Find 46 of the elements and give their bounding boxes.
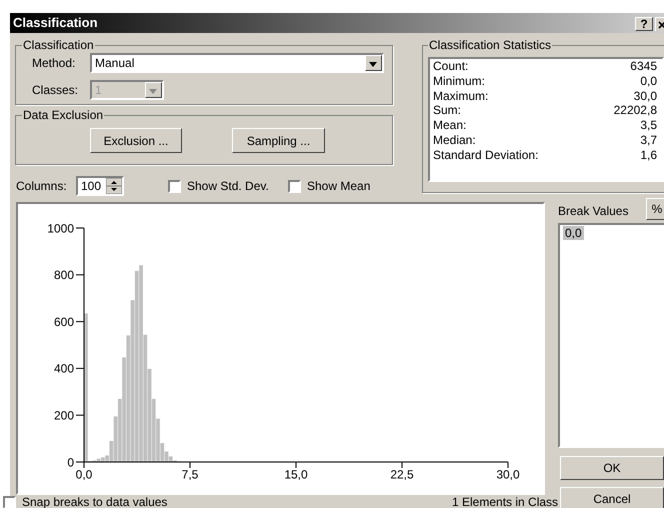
text: 3,7 — [640, 133, 657, 147]
text: Method: — [32, 56, 76, 70]
text: Sum: — [433, 103, 462, 118]
text: Sampling ... — [232, 128, 325, 153]
text: Classification Statistics — [428, 38, 552, 52]
text: Data Exclusion — [22, 108, 104, 122]
text: Median: — [433, 133, 476, 147]
text: ? — [635, 17, 653, 31]
x-tick-label: 0,0 — [76, 468, 93, 482]
text: 6345 — [630, 59, 657, 73]
x-tick-label: 22,5 — [390, 468, 414, 482]
text: 0,0 — [563, 226, 584, 240]
y-tick-label: 1000 — [47, 221, 74, 236]
text: Columns: — [16, 179, 67, 193]
x-tick-label: 7,5 — [182, 468, 199, 482]
y-tick-label: 600 — [54, 314, 74, 329]
text: Classes: — [32, 83, 78, 97]
text: Break Values — [558, 204, 628, 218]
text: Cancel — [560, 487, 664, 508]
y-tick-label: 800 — [54, 268, 74, 282]
text: 30,0 — [634, 88, 657, 103]
y-tick-label: 200 — [54, 408, 74, 422]
chart-title: Classification — [13, 15, 98, 31]
x-tick-label: 15,0 — [284, 468, 308, 482]
text: 1 — [90, 80, 164, 100]
text: 1,6 — [640, 148, 657, 162]
y-tick-label: 400 — [54, 362, 74, 376]
x-tick-label: 30,0 — [496, 468, 520, 482]
text: 1 Elements in Class — [452, 495, 558, 508]
text: 100 — [76, 176, 124, 196]
text: % — [646, 198, 664, 220]
text: Mean: — [433, 118, 466, 132]
text: 0,0 — [640, 74, 657, 88]
text: Exclusion ... — [90, 128, 182, 153]
text: 22202,8 — [614, 103, 657, 118]
text: Standard Deviation: — [433, 148, 538, 162]
text: Count: — [433, 59, 468, 73]
text: Show Mean — [307, 179, 370, 193]
text: Classification — [22, 38, 95, 52]
text: Manual — [90, 53, 384, 73]
text: OK — [560, 456, 664, 480]
text: 3,5 — [640, 118, 657, 132]
text: Maximum: — [433, 88, 488, 103]
y-tick-label: 0 — [67, 455, 74, 470]
text: Minimum: — [433, 74, 486, 88]
text: Show Std. Dev. — [187, 179, 269, 193]
